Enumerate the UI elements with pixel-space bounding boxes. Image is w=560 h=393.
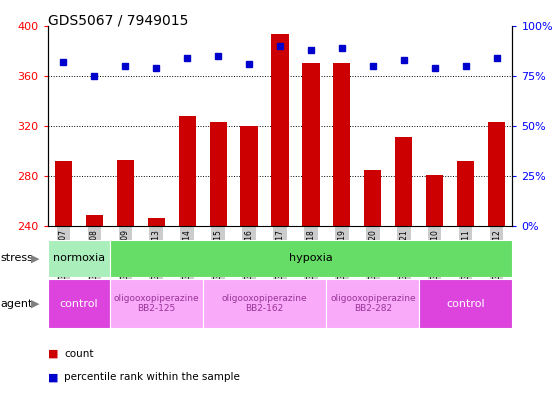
Bar: [116, 160, 134, 226]
Text: stress: stress: [0, 253, 33, 263]
Bar: [48, 279, 110, 328]
Text: oligooxopiperazine
BB2-282: oligooxopiperazine BB2-282: [330, 294, 416, 313]
Bar: [110, 240, 512, 277]
Bar: [272, 34, 288, 226]
Text: oligooxopiperazine
BB2-125: oligooxopiperazine BB2-125: [113, 294, 199, 313]
Text: ■: ■: [48, 372, 58, 382]
Bar: [209, 122, 227, 226]
Bar: [426, 174, 444, 226]
Bar: [395, 137, 413, 226]
Text: hypoxia: hypoxia: [289, 253, 333, 263]
Bar: [333, 63, 351, 226]
Text: ▶: ▶: [31, 299, 39, 309]
Bar: [458, 161, 474, 226]
Text: count: count: [64, 349, 94, 359]
Text: oligooxopiperazine
BB2-162: oligooxopiperazine BB2-162: [222, 294, 307, 313]
Text: ▶: ▶: [31, 253, 39, 263]
Text: control: control: [59, 299, 98, 309]
Text: agent: agent: [0, 299, 32, 309]
Bar: [488, 122, 506, 226]
Bar: [240, 126, 258, 226]
Bar: [110, 279, 203, 328]
Bar: [179, 116, 195, 226]
Bar: [54, 161, 72, 226]
Bar: [302, 63, 320, 226]
Text: ■: ■: [48, 349, 58, 359]
Bar: [326, 279, 419, 328]
Text: percentile rank within the sample: percentile rank within the sample: [64, 372, 240, 382]
Text: control: control: [447, 299, 485, 309]
Text: GDS5067 / 7949015: GDS5067 / 7949015: [48, 14, 188, 28]
Bar: [419, 279, 512, 328]
Bar: [48, 240, 110, 277]
Bar: [203, 279, 326, 328]
Text: normoxia: normoxia: [53, 253, 105, 263]
Bar: [365, 170, 381, 226]
Bar: [147, 219, 165, 226]
Bar: [86, 215, 102, 226]
